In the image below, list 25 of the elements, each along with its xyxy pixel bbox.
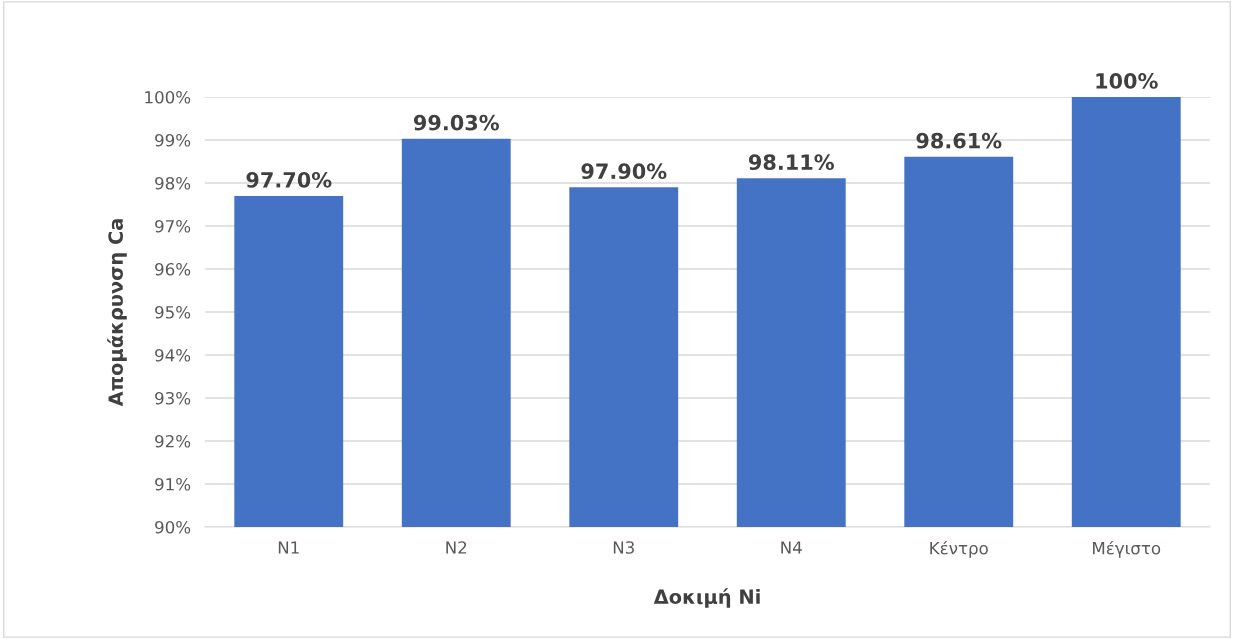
x-tick-label: Κέντρο — [930, 540, 988, 558]
data-label: 99.03% — [413, 114, 499, 131]
x-axis-title: Δοκιμή Ni — [653, 588, 760, 608]
y-tick-label: 90% — [155, 520, 191, 534]
y-tick-label: 99% — [155, 133, 191, 147]
x-tick-label: N3 — [613, 541, 634, 554]
x-tick-label: N1 — [278, 541, 299, 554]
x-tick-label: Μέγιστο — [1093, 540, 1161, 558]
y-tick-label: 100% — [145, 90, 191, 104]
data-label: 97.90% — [581, 163, 667, 180]
y-tick-label: 92% — [155, 434, 191, 448]
data-label: 98.61% — [916, 132, 1002, 149]
y-tick-label: 94% — [155, 348, 191, 362]
y-axis-title: Απομάκρυνση Ca — [107, 219, 127, 407]
y-tick-label: 98% — [155, 176, 191, 190]
y-tick-label: 91% — [155, 477, 191, 491]
x-tick-label: N4 — [781, 541, 802, 554]
y-tick-label: 97% — [155, 219, 191, 233]
y-tick-label: 95% — [155, 305, 191, 319]
y-tick-label: 96% — [155, 262, 191, 276]
data-label: 100% — [1096, 73, 1158, 89]
x-tick-label: N2 — [446, 541, 467, 554]
data-label: 97.70% — [246, 171, 332, 188]
y-tick-label: 93% — [155, 391, 191, 405]
data-label: 98.11% — [748, 154, 834, 171]
